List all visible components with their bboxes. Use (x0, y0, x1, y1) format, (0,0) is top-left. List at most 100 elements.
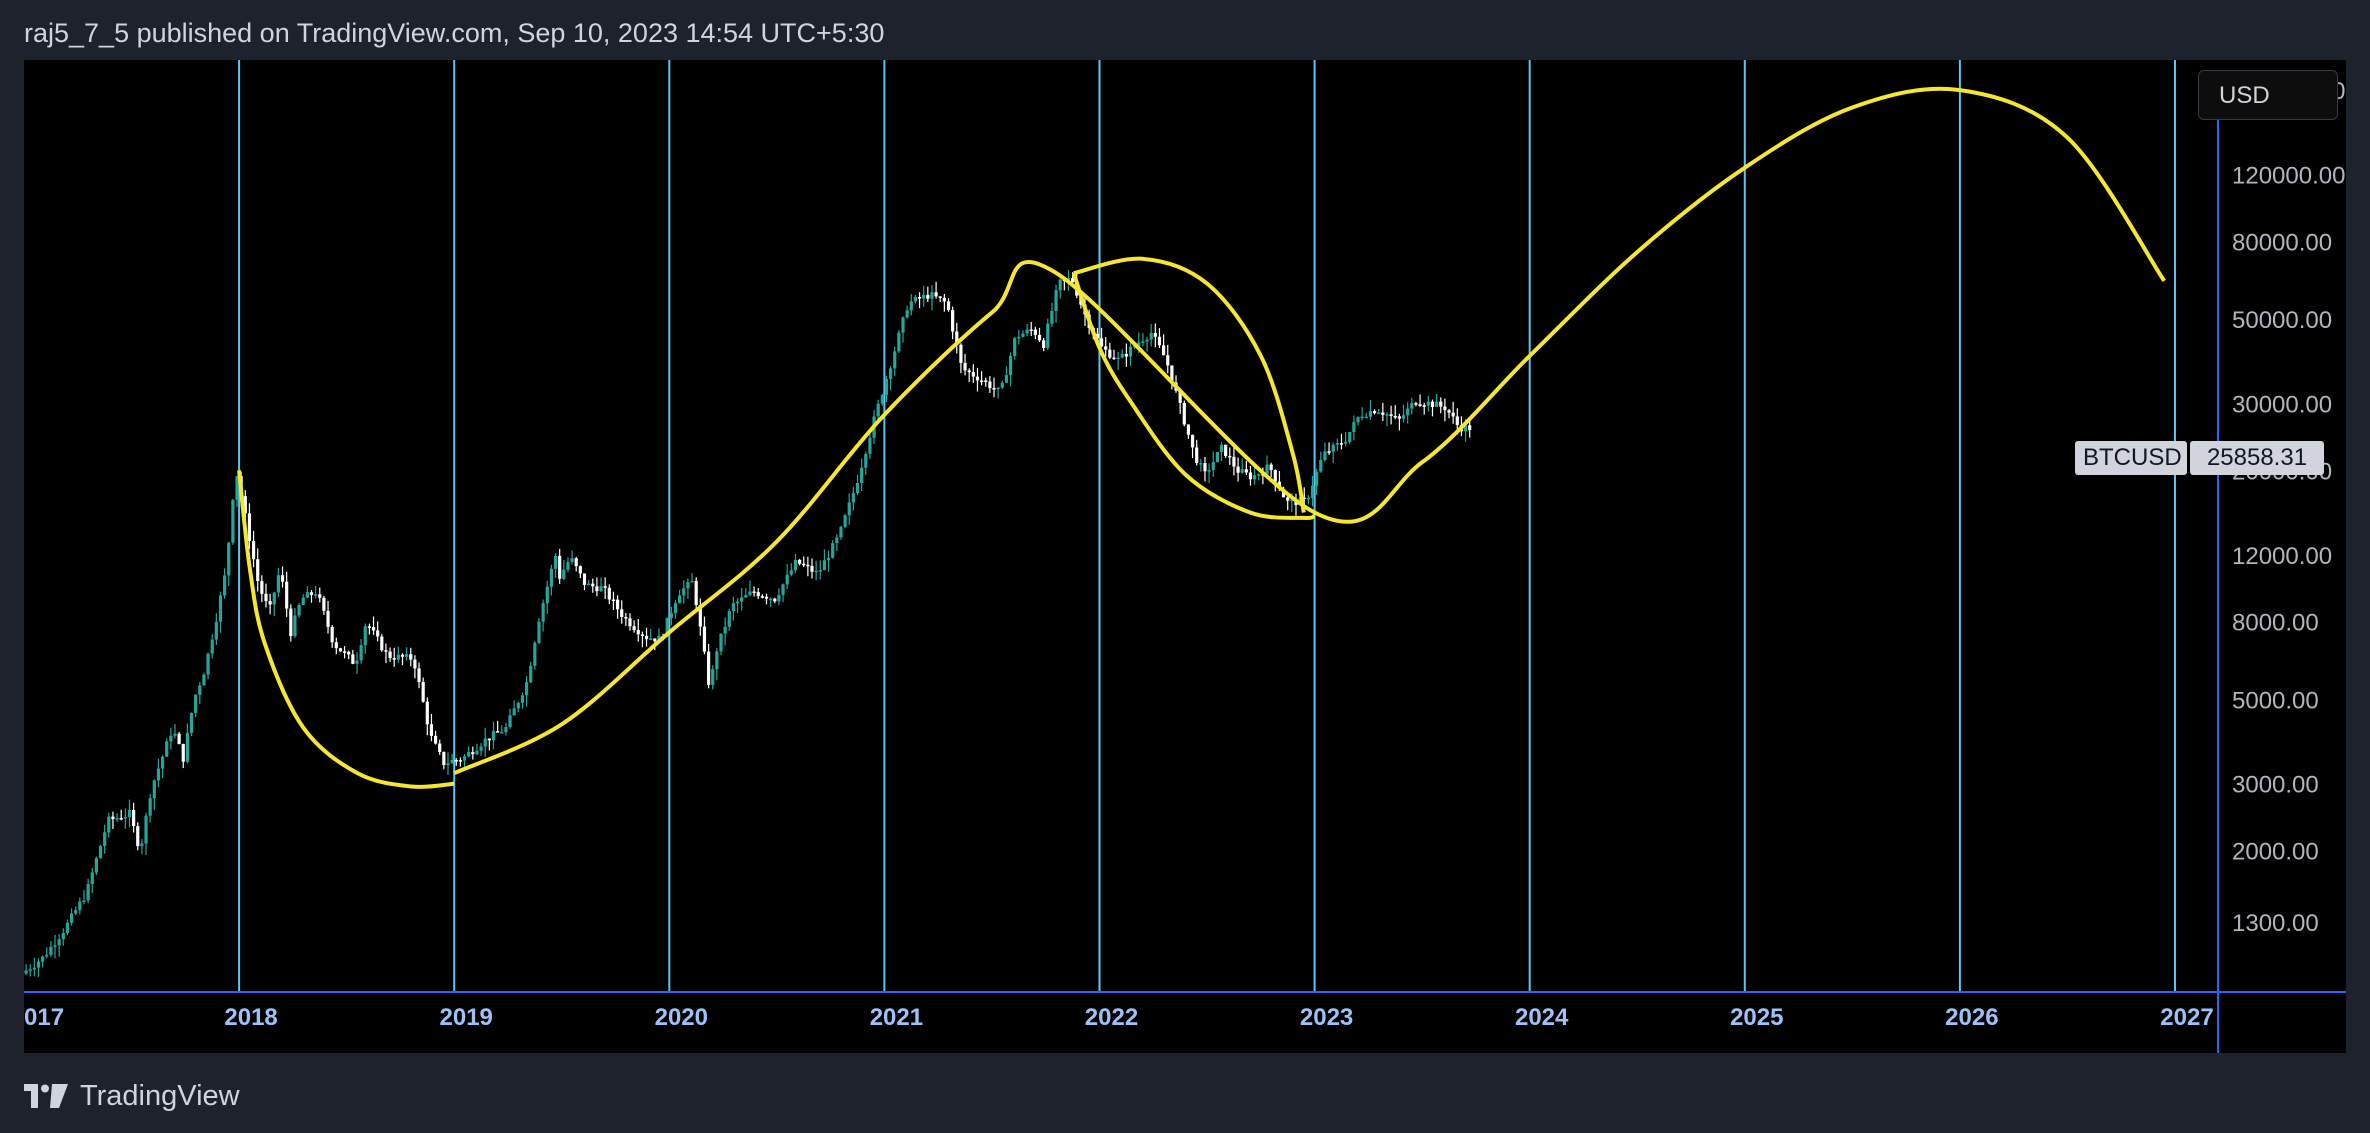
candle-body-41 (194, 694, 198, 713)
candle-body-344 (1447, 410, 1451, 413)
x-tick-label: 017 (24, 1004, 64, 1031)
candle-body-2 (32, 967, 36, 970)
price-chart[interactable]: 200000.00120000.0080000.0050000.0030000.… (24, 60, 2346, 1053)
y-tick-label: 8000.00 (2232, 610, 2319, 637)
candle-body-193 (822, 560, 827, 571)
candle-body-87 (384, 650, 388, 652)
candle-body-91 (400, 654, 405, 657)
candle-body-136 (587, 583, 591, 586)
candle-body-171 (731, 603, 736, 612)
candle-body-324 (1364, 416, 1368, 419)
candle-body-275 (1162, 345, 1166, 356)
candle-body-20 (107, 816, 111, 833)
x-tick-label: 2024 (1515, 1004, 1569, 1031)
candle-body-55 (251, 541, 256, 560)
candle-body-23 (119, 818, 123, 820)
candle-body-103 (450, 759, 454, 764)
candle-body-57 (260, 580, 264, 594)
candle-body-293 (1236, 466, 1240, 473)
candle-body-83 (367, 626, 371, 628)
candle-body-315 (1327, 451, 1331, 453)
candle-body-116 (504, 727, 508, 733)
candle-body-22 (115, 818, 119, 820)
candle-body-6 (49, 946, 53, 955)
candle-body-24 (123, 817, 127, 819)
last-price-label: 25858.31 (2190, 441, 2324, 475)
candle-body-339 (1426, 401, 1430, 406)
candle-body-245 (1037, 334, 1042, 341)
candle-body-241 (1021, 333, 1025, 337)
candle-body-140 (603, 586, 607, 588)
candle-body-261 (1104, 346, 1108, 350)
candle-body-312 (1315, 471, 1319, 486)
candle-body-130 (562, 569, 566, 579)
candle-body-44 (206, 653, 210, 675)
candle-body-169 (723, 626, 727, 634)
candle-body-141 (607, 587, 611, 600)
candle-body-138 (595, 586, 599, 592)
candle-body-259 (1095, 333, 1100, 339)
candle-body-188 (802, 563, 806, 566)
candle-body-48 (223, 575, 227, 596)
candle-body-115 (500, 732, 504, 734)
candle-body-42 (198, 685, 202, 695)
y-tick-label: 120000.00 (2232, 162, 2345, 189)
candle-body-287 (1211, 462, 1215, 471)
candle-body-341 (1435, 401, 1439, 407)
candle-body-216 (917, 296, 922, 299)
candle-body-191 (814, 570, 818, 573)
candle-body-234 (992, 388, 996, 390)
candle-body-317 (1335, 443, 1339, 445)
candle-body-178 (760, 596, 764, 598)
candle-body-215 (913, 296, 918, 302)
candle-body-127 (549, 568, 554, 587)
candle-body-152 (653, 638, 657, 642)
candle-body-79 (351, 654, 355, 664)
candle-body-161 (690, 581, 694, 583)
candle-body-247 (1046, 323, 1050, 348)
candle-body-198 (843, 515, 847, 527)
candle-body-56 (256, 559, 260, 581)
candle-body-64 (289, 608, 293, 637)
candle-body-71 (318, 594, 322, 598)
candle-body-182 (777, 594, 781, 602)
candle-body-82 (363, 626, 367, 646)
candle-body-33 (160, 756, 165, 769)
y-tick-label: 80000.00 (2232, 229, 2332, 256)
candle-body-34 (165, 741, 169, 757)
y-tick-label: 3000.00 (2232, 772, 2319, 799)
candle-body-86 (380, 636, 384, 651)
candle-body-106 (462, 756, 467, 761)
candle-body-232 (984, 380, 988, 382)
currency-selector[interactable]: USD (2198, 70, 2338, 120)
x-tick-label: 2019 (440, 1004, 493, 1031)
candle-body-322 (1356, 417, 1360, 423)
candle-body-93 (409, 654, 413, 660)
chart-area[interactable]: 200000.00120000.0080000.0050000.0030000.… (24, 60, 2346, 1053)
candle-body-221 (938, 296, 942, 298)
candle-body-250 (1058, 279, 1062, 291)
candle-body-49 (227, 542, 231, 576)
candle-body-88 (388, 651, 392, 659)
candle-body-302 (1273, 470, 1277, 482)
candle-body-150 (644, 635, 649, 640)
candle-body-173 (740, 597, 744, 602)
candle-body-168 (719, 633, 723, 652)
candle-body-330 (1389, 414, 1393, 417)
candle-body-16 (90, 872, 94, 885)
candle-body-213 (905, 310, 909, 318)
candle-body-172 (735, 601, 740, 604)
candle-body-112 (487, 738, 491, 741)
candle-body-59 (268, 601, 272, 605)
candle-body-159 (682, 588, 686, 596)
candle-body-121 (524, 682, 529, 696)
candle-body-27 (136, 825, 140, 847)
candle-body-208 (884, 378, 889, 396)
candle-body-240 (1017, 336, 1021, 339)
candle-body-35 (169, 735, 173, 742)
candle-body-162 (694, 581, 698, 606)
candle-body-260 (1099, 338, 1104, 347)
candle-body-252 (1066, 278, 1071, 280)
candle-body-132 (570, 558, 574, 563)
candle-body-301 (1269, 464, 1273, 471)
